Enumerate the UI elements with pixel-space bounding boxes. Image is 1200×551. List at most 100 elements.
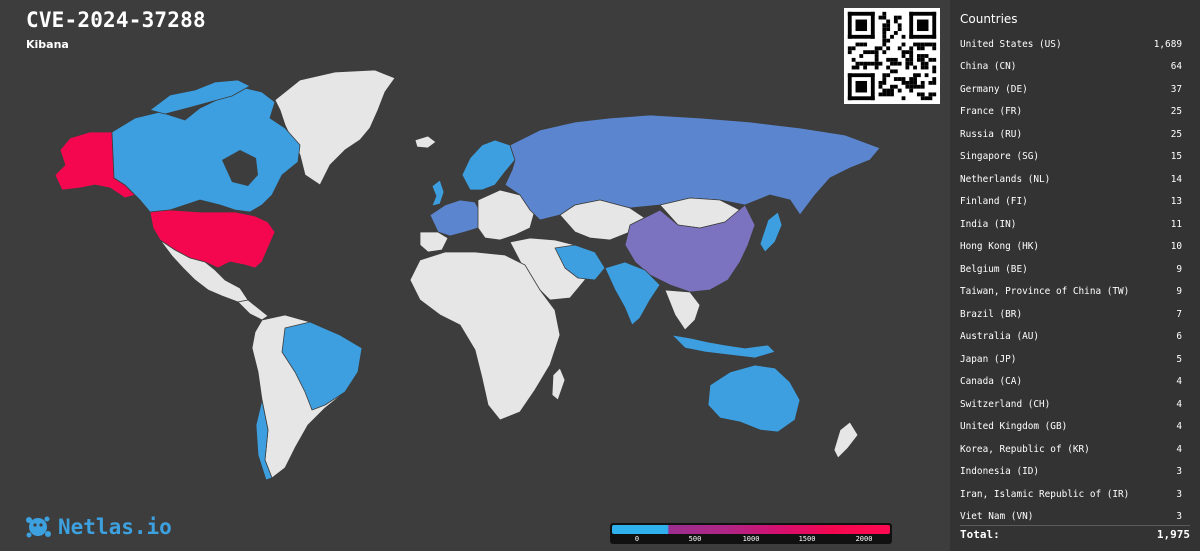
country-count: 3 [1176, 511, 1182, 523]
countries-panel: Countries United States (US) 1,689 China (… [950, 0, 1200, 551]
country-count: 4 [1176, 443, 1182, 455]
qr-code [844, 8, 940, 104]
region-australia[interactable] [707, 364, 801, 433]
country-count: 3 [1176, 488, 1182, 500]
country-row[interactable]: China (CN) 64 [960, 56, 1182, 79]
country-count: 15 [1170, 151, 1182, 163]
region-hudson-bay [222, 150, 258, 186]
region-brazil[interactable] [281, 321, 363, 411]
country-row[interactable]: India (IN) 11 [960, 213, 1182, 236]
region-madagascar[interactable] [551, 367, 566, 401]
country-count: 9 [1176, 286, 1182, 298]
region-indonesia[interactable] [671, 334, 776, 359]
country-row[interactable]: Indonesia (ID) 3 [960, 461, 1182, 484]
country-name: United Kingdom (GB) [960, 421, 1068, 433]
country-row[interactable]: Netherlands (NL) 14 [960, 168, 1182, 191]
country-name: Taiwan, Province of China (TW) [960, 286, 1130, 298]
country-name: Korea, Republic of (KR) [960, 443, 1090, 455]
country-count: 1,689 [1153, 38, 1182, 50]
country-row[interactable]: Iran, Islamic Republic of (IR) 3 [960, 483, 1182, 506]
region-uk[interactable] [431, 179, 445, 207]
country-row[interactable]: Belgium (BE) 9 [960, 258, 1182, 281]
country-row[interactable]: Germany (DE) 37 [960, 78, 1182, 101]
legend-gradient [612, 525, 890, 534]
country-row[interactable]: Russia (RU) 25 [960, 123, 1182, 146]
logo-text: Netlas.io [58, 515, 172, 539]
country-name: United States (US) [960, 38, 1062, 50]
country-name: Australia (AU) [960, 331, 1040, 343]
legend-tick: 1500 [798, 535, 816, 543]
countries-list: United States (US) 1,689 China (CN) 64 Germa… [960, 33, 1182, 528]
country-name: Japan (JP) [960, 353, 1017, 365]
country-count: 3 [1176, 466, 1182, 478]
total-value: 1,975 [1156, 528, 1190, 541]
region-alaska[interactable] [54, 131, 136, 199]
logo-icon [26, 516, 51, 538]
country-row[interactable]: Finland (FI) 13 [960, 191, 1182, 214]
region-india[interactable] [604, 261, 661, 326]
country-row[interactable]: Brazil (BR) 7 [960, 303, 1182, 326]
country-row[interactable]: Korea, Republic of (KR) 4 [960, 438, 1182, 461]
country-row[interactable]: United States (US) 1,689 [960, 33, 1182, 56]
country-count: 64 [1170, 61, 1182, 73]
country-row[interactable]: Japan (JP) 5 [960, 348, 1182, 371]
country-name: Switzerland (CH) [960, 398, 1051, 410]
country-row[interactable]: Switzerland (CH) 4 [960, 393, 1182, 416]
country-row[interactable]: France (FR) 25 [960, 101, 1182, 124]
region-russia[interactable] [504, 114, 881, 221]
country-count: 37 [1170, 83, 1182, 95]
region-iceland[interactable] [414, 135, 437, 149]
total-row: Total: 1,975 [960, 525, 1190, 541]
region-usa[interactable] [149, 209, 276, 269]
region-canada[interactable] [111, 87, 301, 213]
country-count: 4 [1176, 421, 1182, 433]
region-iran[interactable] [554, 244, 606, 281]
region-canada-islands[interactable] [149, 79, 251, 115]
color-legend: 0 500 1000 1500 2000 [610, 523, 892, 544]
country-count: 14 [1170, 173, 1182, 185]
country-count: 6 [1176, 331, 1182, 343]
region-africa[interactable] [409, 251, 561, 421]
region-chile[interactable] [255, 399, 273, 480]
country-name: Canada (CA) [960, 376, 1023, 388]
country-count: 10 [1170, 241, 1182, 253]
legend-tick: 0 [634, 535, 640, 543]
country-name: India (IN) [960, 218, 1017, 230]
country-row[interactable]: United Kingdom (GB) 4 [960, 416, 1182, 439]
country-count: 13 [1170, 196, 1182, 208]
country-row[interactable]: Singapore (SG) 15 [960, 146, 1182, 169]
country-name: Hong Kong (HK) [960, 241, 1040, 253]
netlas-logo[interactable]: Netlas.io [24, 513, 172, 541]
legend-tick: 500 [688, 535, 702, 543]
country-row[interactable]: Taiwan, Province of China (TW) 9 [960, 281, 1182, 304]
country-row[interactable]: Viet Nam (VN) 3 [960, 506, 1182, 529]
country-count: 4 [1176, 376, 1182, 388]
page-subtitle: Kibana [26, 38, 69, 51]
country-row[interactable]: Hong Kong (HK) 10 [960, 236, 1182, 259]
region-japan[interactable] [759, 211, 783, 253]
region-western-europe[interactable] [429, 199, 483, 237]
total-label: Total: [960, 528, 1000, 541]
country-count: 9 [1176, 263, 1182, 275]
country-count: 4 [1176, 398, 1182, 410]
region-southeast-asia[interactable] [664, 289, 701, 331]
country-name: China (CN) [960, 61, 1017, 73]
country-name: Brazil (BR) [960, 308, 1023, 320]
country-name: Indonesia (ID) [960, 466, 1040, 478]
country-count: 25 [1170, 128, 1182, 140]
region-new-zealand[interactable] [833, 421, 859, 459]
country-count: 7 [1176, 308, 1182, 320]
world-map [54, 69, 881, 480]
country-name: Netherlands (NL) [960, 173, 1051, 185]
region-eastern-europe[interactable] [477, 189, 536, 241]
region-central-america[interactable] [237, 299, 269, 321]
country-row[interactable]: Canada (CA) 4 [960, 371, 1182, 394]
country-count: 11 [1170, 218, 1182, 230]
country-row[interactable]: Australia (AU) 6 [960, 326, 1182, 349]
region-iberia[interactable] [419, 231, 449, 253]
country-name: Iran, Islamic Republic of (IR) [960, 488, 1130, 500]
country-name: Germany (DE) [960, 83, 1028, 95]
region-greenland[interactable] [274, 69, 396, 186]
country-count: 25 [1170, 106, 1182, 118]
panel-title: Countries [960, 12, 1018, 26]
